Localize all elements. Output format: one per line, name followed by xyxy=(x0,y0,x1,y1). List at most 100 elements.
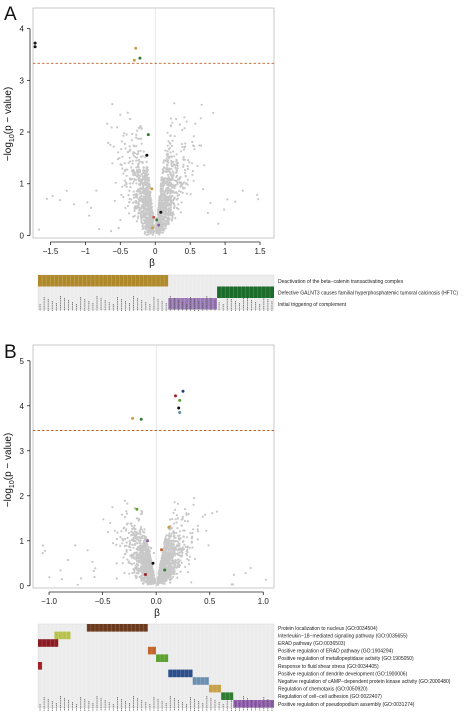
background-point xyxy=(196,530,200,533)
background-point xyxy=(148,216,151,220)
background-point xyxy=(160,569,163,572)
background-point xyxy=(115,543,118,546)
background-point xyxy=(72,203,76,206)
panel-a-highlighted-points xyxy=(33,41,163,230)
background-point xyxy=(167,540,171,543)
background-point xyxy=(126,536,129,540)
background-point xyxy=(172,150,175,153)
background-point xyxy=(115,577,118,580)
highlighted-point xyxy=(135,507,139,511)
background-point xyxy=(140,180,143,183)
background-point xyxy=(143,543,146,546)
background-point xyxy=(140,510,144,513)
background-point xyxy=(135,548,138,551)
background-point xyxy=(163,176,167,180)
background-point xyxy=(140,561,143,564)
highlighted-point xyxy=(151,226,154,230)
background-point xyxy=(141,544,144,547)
background-point xyxy=(169,211,172,214)
background-point xyxy=(162,166,166,169)
background-point xyxy=(93,575,96,579)
background-point xyxy=(159,578,162,581)
background-point xyxy=(79,577,83,580)
background-point xyxy=(117,151,120,154)
background-point xyxy=(136,567,139,570)
background-point xyxy=(167,553,170,556)
background-point xyxy=(182,155,185,159)
background-point xyxy=(130,554,133,557)
background-point xyxy=(106,122,109,125)
background-point xyxy=(132,536,135,540)
background-point xyxy=(116,126,119,129)
background-point xyxy=(146,188,149,191)
background-point xyxy=(176,167,179,170)
background-point xyxy=(143,232,146,235)
background-point xyxy=(114,181,117,184)
background-point xyxy=(125,544,128,547)
background-point xyxy=(146,184,149,188)
background-point xyxy=(188,555,192,558)
heatmap-row-label: Deactivation of the beta−catenin transac… xyxy=(278,279,404,285)
background-point xyxy=(137,159,140,162)
background-point xyxy=(119,163,122,166)
background-point xyxy=(138,137,142,140)
background-point xyxy=(168,575,171,578)
background-point xyxy=(184,142,187,145)
background-point xyxy=(166,150,169,153)
background-point xyxy=(184,508,187,511)
background-point xyxy=(159,187,163,190)
background-point xyxy=(134,536,137,539)
background-point xyxy=(174,559,177,563)
background-point xyxy=(120,530,123,533)
background-point xyxy=(145,553,148,556)
background-point xyxy=(159,185,162,188)
background-point xyxy=(241,189,244,192)
background-point xyxy=(180,561,183,565)
background-point xyxy=(139,575,142,579)
background-point xyxy=(177,564,181,567)
background-point xyxy=(141,546,144,549)
background-point xyxy=(169,184,172,187)
background-point xyxy=(119,218,122,221)
background-point xyxy=(130,538,133,541)
background-point xyxy=(171,139,174,142)
background-point xyxy=(129,117,132,121)
background-point xyxy=(125,550,128,553)
background-point xyxy=(181,515,184,518)
background-point xyxy=(86,549,89,552)
background-point xyxy=(161,563,164,566)
background-point xyxy=(150,569,153,572)
background-point xyxy=(125,523,129,526)
background-point xyxy=(147,178,150,181)
background-point xyxy=(135,557,138,560)
highlighted-point xyxy=(144,573,147,576)
background-point xyxy=(126,502,129,505)
background-point xyxy=(157,201,160,204)
background-point xyxy=(168,560,171,563)
background-point xyxy=(134,574,137,578)
background-point xyxy=(169,550,172,553)
background-point xyxy=(165,157,168,160)
background-point xyxy=(264,578,267,581)
background-point xyxy=(168,141,171,144)
highlighted-point xyxy=(155,218,159,222)
background-point xyxy=(76,583,79,586)
background-point xyxy=(125,174,128,177)
background-point xyxy=(186,520,189,523)
highlighted-point xyxy=(33,41,37,45)
background-point xyxy=(175,572,179,575)
background-point xyxy=(176,174,179,177)
background-point xyxy=(137,554,140,557)
background-point xyxy=(74,544,77,547)
background-point xyxy=(128,149,131,152)
background-point xyxy=(147,190,150,193)
background-point xyxy=(169,178,172,182)
background-point xyxy=(173,185,176,188)
background-point xyxy=(141,206,144,209)
background-point xyxy=(184,175,187,178)
background-point xyxy=(142,183,145,186)
background-point xyxy=(165,153,168,156)
background-point xyxy=(130,534,133,537)
background-point xyxy=(181,517,184,520)
background-point xyxy=(137,564,140,567)
